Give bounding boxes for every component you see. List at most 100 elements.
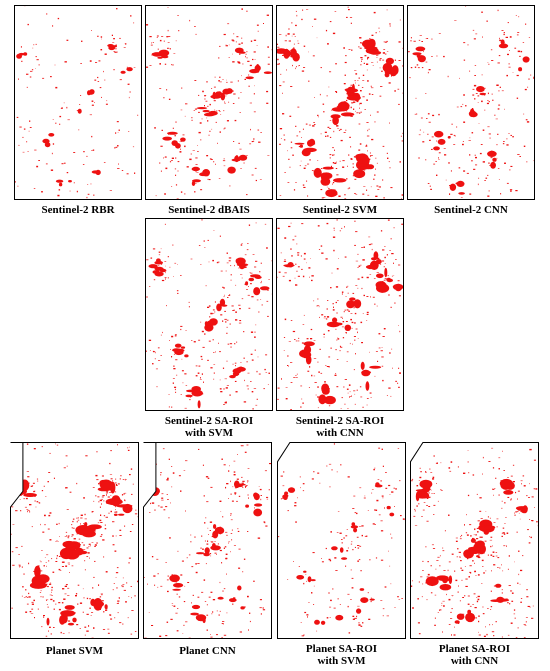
- burn-speckle: [57, 194, 60, 197]
- burn-speckle: [86, 630, 89, 632]
- burn-speckle: [67, 587, 70, 589]
- burn-speckle: [336, 268, 339, 270]
- burn-speckle: [124, 478, 126, 481]
- burn-speckle: [360, 42, 362, 44]
- burn-speckle: [101, 534, 103, 536]
- burn-patch: [415, 489, 429, 492]
- burn-speckle: [460, 560, 462, 562]
- burn-speckle: [205, 563, 207, 565]
- burn-speckle: [351, 587, 354, 589]
- burn-speckle: [335, 373, 337, 375]
- burn-speckle: [393, 227, 395, 229]
- map-panel-sentinel2-saroi-svm: [145, 218, 273, 411]
- burn-speckle: [451, 634, 452, 636]
- burn-speckle: [192, 594, 194, 596]
- burn-speckle: [71, 534, 74, 536]
- burn-speckle: [529, 519, 531, 520]
- burn-speckle: [213, 352, 215, 353]
- burn-speckle: [300, 406, 302, 408]
- burn-speckle: [342, 160, 345, 162]
- burn-speckle: [356, 536, 359, 538]
- burn-patch: [415, 46, 426, 52]
- burn-speckle: [398, 264, 401, 266]
- burn-speckle: [375, 195, 378, 197]
- burn-speckle: [339, 604, 341, 605]
- burn-speckle: [184, 373, 187, 375]
- burn-speckle: [64, 61, 67, 63]
- burn-speckle: [217, 142, 218, 144]
- burn-speckle: [376, 111, 379, 113]
- burn-speckle: [104, 53, 107, 55]
- burn-speckle: [171, 335, 174, 338]
- burn-speckle: [119, 37, 121, 39]
- burn-speckle: [317, 305, 320, 306]
- burn-patch: [332, 116, 339, 126]
- burn-speckle: [89, 60, 92, 62]
- burn-speckle: [186, 557, 188, 559]
- burn-speckle: [412, 607, 414, 609]
- burn-speckle: [93, 194, 95, 196]
- burn-speckle: [65, 565, 68, 567]
- burn-speckle: [242, 487, 244, 488]
- burn-speckle: [174, 262, 177, 264]
- burn-speckle: [38, 160, 40, 161]
- burn-speckle: [359, 545, 362, 547]
- burn-speckle: [34, 149, 37, 151]
- burn-speckle: [303, 258, 306, 260]
- burn-speckle: [507, 568, 509, 570]
- burn-speckle: [382, 52, 385, 54]
- burn-speckle: [208, 305, 211, 307]
- burn-speckle: [397, 280, 400, 282]
- burn-speckle: [167, 575, 169, 577]
- burn-speckle: [473, 168, 476, 170]
- burn-speckle: [502, 532, 505, 534]
- burn-speckle: [354, 178, 357, 180]
- burn-speckle: [497, 168, 500, 169]
- burn-speckle: [311, 275, 314, 277]
- burn-speckle: [364, 55, 367, 57]
- burn-speckle: [529, 448, 532, 451]
- burn-speckle: [118, 129, 120, 131]
- map-panel-sentinel2-dbais: [145, 5, 273, 200]
- burn-speckle: [510, 165, 513, 167]
- burn-speckle: [253, 580, 255, 582]
- burn-patch: [15, 484, 23, 493]
- burn-speckle: [232, 53, 233, 55]
- burn-speckle: [119, 622, 122, 624]
- burn-speckle: [526, 596, 529, 598]
- burn-speckle: [368, 236, 371, 238]
- burn-speckle: [327, 300, 329, 301]
- burn-speckle: [336, 161, 337, 163]
- burn-patch: [353, 169, 366, 179]
- burn-speckle: [328, 356, 331, 358]
- burn-speckle: [444, 154, 447, 156]
- burn-speckle: [364, 109, 366, 110]
- burn-patch: [191, 181, 196, 186]
- burn-speckle: [346, 286, 348, 288]
- burn-speckle: [208, 134, 210, 136]
- burn-speckle: [249, 143, 252, 145]
- burn-speckle: [490, 49, 493, 51]
- burn-speckle: [321, 314, 324, 316]
- burn-speckle: [344, 74, 346, 76]
- burn-speckle: [435, 568, 437, 570]
- burn-speckle: [311, 592, 313, 594]
- burn-patch: [454, 620, 460, 624]
- burn-speckle: [357, 253, 359, 255]
- burn-speckle: [19, 499, 21, 500]
- burn-speckle: [479, 536, 482, 538]
- burn-speckle: [246, 485, 248, 486]
- burn-speckle: [224, 318, 227, 320]
- burn-speckle: [113, 38, 115, 40]
- burn-speckle: [126, 66, 128, 68]
- burn-speckle: [246, 155, 248, 156]
- burn-speckle: [325, 547, 327, 550]
- burn-speckle: [66, 172, 69, 174]
- burn-speckle: [473, 84, 477, 87]
- burn-speckle: [237, 454, 238, 455]
- burn-speckle: [176, 374, 178, 376]
- burn-speckle: [447, 75, 449, 78]
- burn-speckle: [343, 311, 345, 313]
- burn-speckle: [248, 307, 251, 309]
- burn-speckle: [237, 530, 240, 532]
